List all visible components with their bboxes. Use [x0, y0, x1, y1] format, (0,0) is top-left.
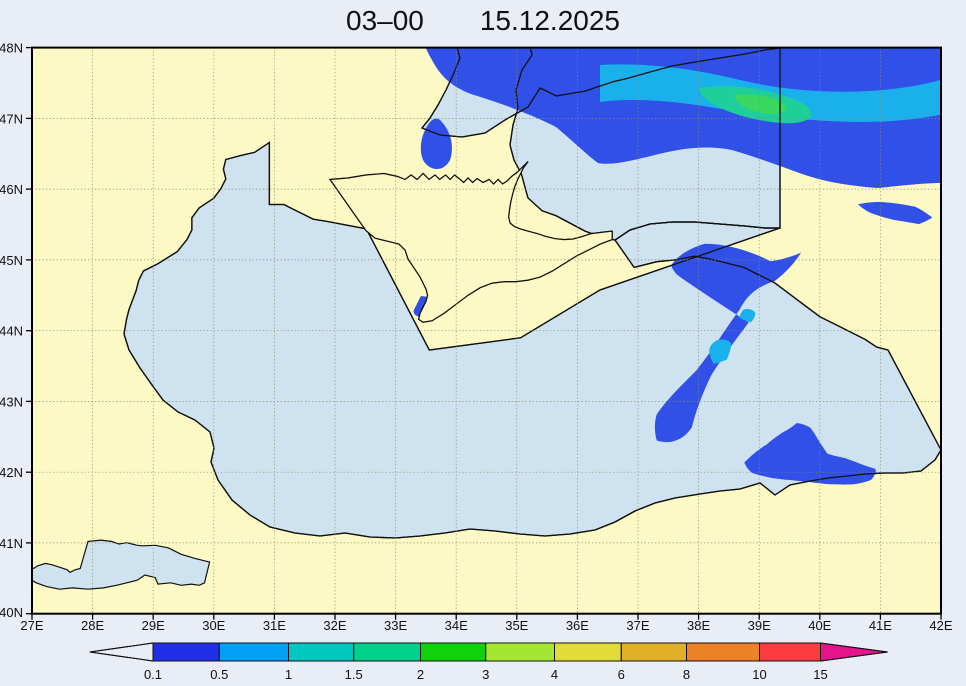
svg-text:45N: 45N [0, 253, 23, 268]
svg-text:4: 4 [551, 667, 558, 682]
svg-text:34E: 34E [445, 618, 468, 633]
svg-text:6: 6 [618, 667, 625, 682]
svg-text:27E: 27E [20, 618, 43, 633]
svg-text:40N: 40N [0, 605, 23, 620]
svg-text:33E: 33E [384, 618, 407, 633]
svg-text:44N: 44N [0, 324, 23, 339]
svg-text:36E: 36E [566, 618, 589, 633]
svg-text:41N: 41N [0, 536, 23, 551]
svg-text:0.5: 0.5 [210, 667, 228, 682]
svg-text:38E: 38E [687, 618, 710, 633]
svg-text:1.5: 1.5 [345, 667, 363, 682]
svg-text:28E: 28E [81, 618, 104, 633]
svg-text:10: 10 [752, 667, 766, 682]
svg-text:3: 3 [482, 667, 489, 682]
svg-text:43N: 43N [0, 394, 23, 409]
svg-text:47N: 47N [0, 111, 23, 126]
svg-text:46N: 46N [0, 182, 23, 197]
svg-text:42E: 42E [929, 618, 952, 633]
svg-text:0.1: 0.1 [144, 667, 162, 682]
svg-text:32E: 32E [323, 618, 346, 633]
svg-text:31E: 31E [263, 618, 286, 633]
svg-text:29E: 29E [142, 618, 165, 633]
svg-text:30E: 30E [202, 618, 225, 633]
svg-text:41E: 41E [869, 618, 892, 633]
svg-text:1: 1 [285, 667, 292, 682]
svg-text:03–00 15.12.2025: 03–00 15.12.2025 [346, 5, 620, 36]
svg-text:2: 2 [417, 667, 424, 682]
svg-text:8: 8 [683, 667, 690, 682]
svg-text:35E: 35E [505, 618, 528, 633]
svg-text:37E: 37E [626, 618, 649, 633]
svg-text:42N: 42N [0, 465, 23, 480]
svg-text:48N: 48N [0, 41, 23, 56]
svg-text:40E: 40E [808, 618, 831, 633]
svg-text:39E: 39E [748, 618, 771, 633]
svg-text:15: 15 [813, 667, 827, 682]
